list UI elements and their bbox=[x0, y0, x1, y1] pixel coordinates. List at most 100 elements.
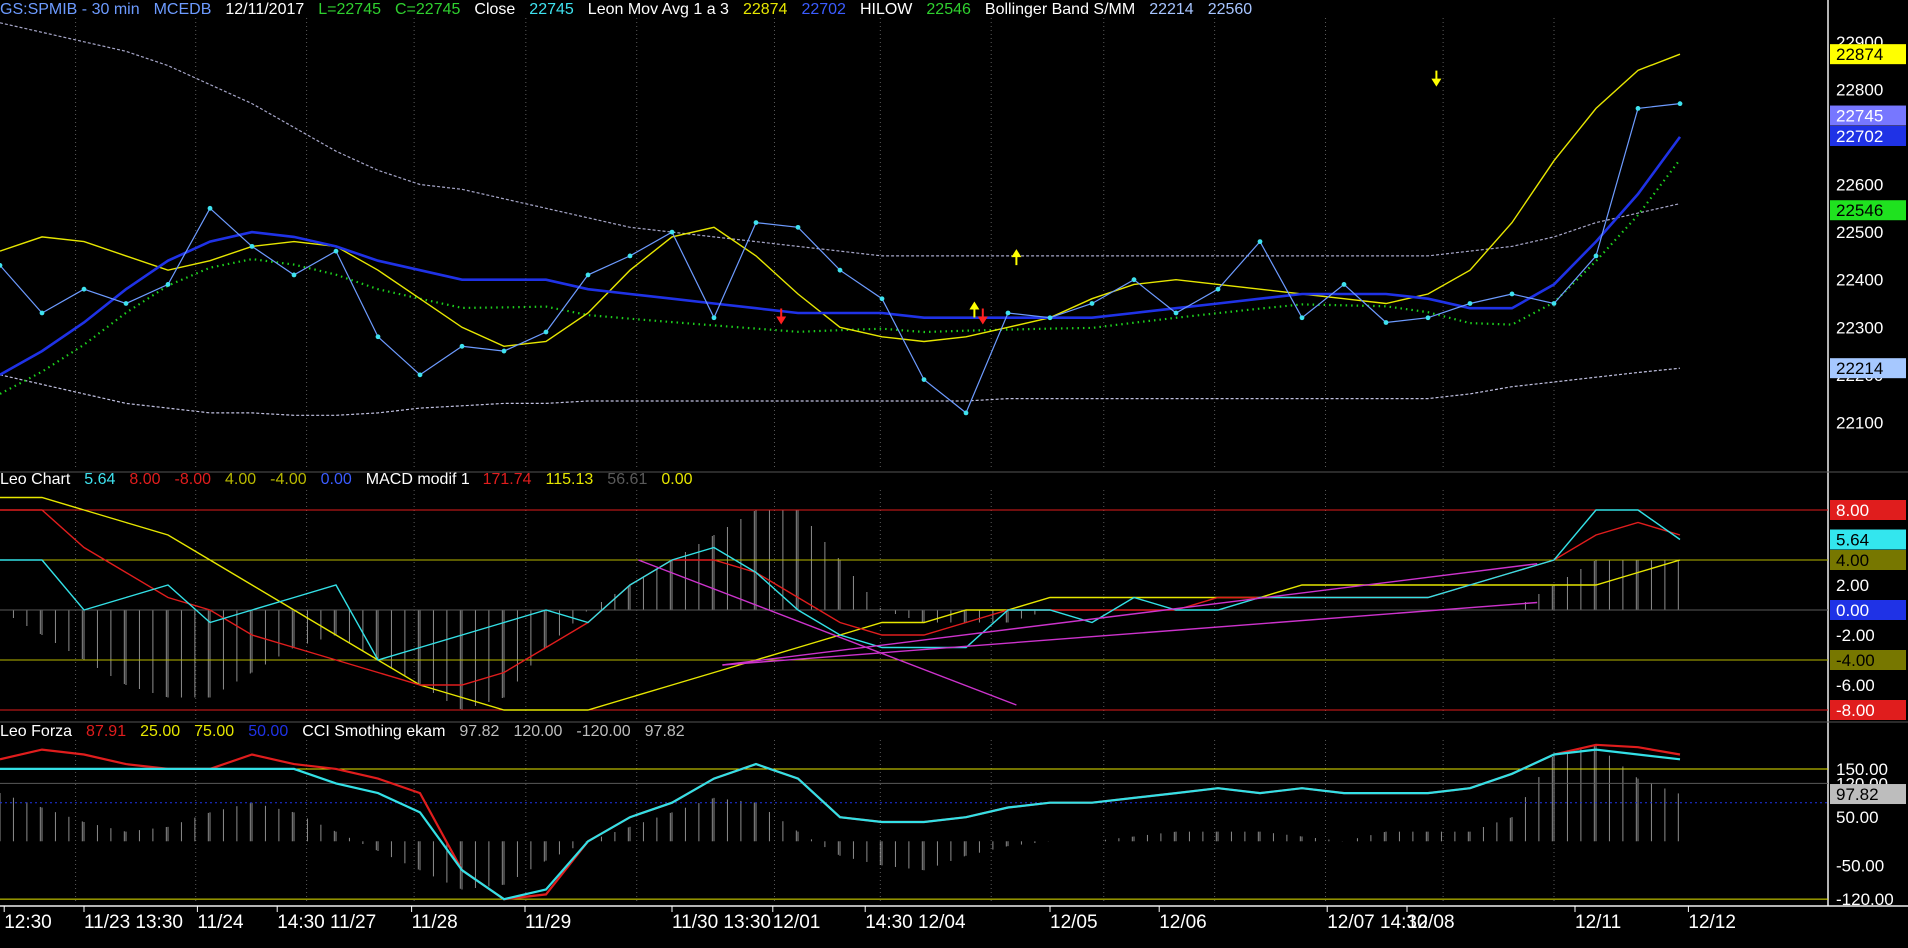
x-tick-label: 11/30 13:30 bbox=[672, 912, 771, 933]
close-price-point bbox=[963, 410, 969, 416]
close-price-point bbox=[1299, 315, 1305, 321]
header-item: Leon Mov Avg 1 a 3 bbox=[588, 1, 729, 18]
header-item: 97.82 bbox=[645, 723, 685, 740]
price-tag bbox=[1830, 125, 1906, 146]
macd-panel[interactable]: Leo Chart 5.64 8.00 -8.00 4.00 -4.00 0.00 MACD … bbox=[0, 471, 1828, 711]
close-price-point bbox=[39, 310, 45, 316]
signal-arrow-head bbox=[969, 301, 980, 310]
close-price-point bbox=[1425, 315, 1431, 321]
close-price-point bbox=[81, 286, 87, 292]
x-tick-label: 12/05 bbox=[1050, 912, 1098, 933]
header-item: 50.00 bbox=[248, 723, 288, 740]
close-price-point bbox=[249, 243, 255, 249]
header-item: 22745 bbox=[529, 1, 574, 18]
x-tick-label: 12/08 bbox=[1407, 912, 1455, 933]
x-tick-label: 14:30 12/04 bbox=[865, 912, 966, 933]
header-item: 22560 bbox=[1208, 1, 1253, 18]
close-price-point bbox=[1677, 101, 1683, 107]
signal-arrow-head bbox=[1011, 249, 1022, 258]
header-item: 0.00 bbox=[661, 471, 692, 488]
cci-panel-header: Leo Forza 87.91 25.00 75.00 50.00 CCI Smothin… bbox=[0, 723, 685, 740]
close-price-point bbox=[291, 272, 297, 278]
price-tag-label: -8.00 bbox=[1836, 701, 1875, 720]
signal-arrow-head bbox=[1431, 78, 1442, 87]
close-price-point bbox=[1551, 301, 1557, 306]
y-tick-label: 22100 bbox=[1836, 413, 1883, 432]
price-tag bbox=[1830, 105, 1906, 126]
x-tick-label: 11/28 bbox=[412, 912, 458, 933]
x-axis[interactable]: 12:30 11/23 13:30 11/24 14:30 11/27 11/28 11/… bbox=[3, 906, 1736, 933]
close-price-point bbox=[165, 282, 171, 287]
close-price-point bbox=[669, 229, 675, 235]
price-tag bbox=[1830, 700, 1906, 720]
x-tick-label: 11/23 13:30 bbox=[84, 912, 183, 933]
close-price-point bbox=[1089, 301, 1095, 306]
price-tag-label: -4.00 bbox=[1836, 651, 1875, 670]
header-item: Bollinger Band S/MM bbox=[985, 1, 1135, 18]
header-item: HILOW bbox=[860, 1, 913, 18]
close-price-point bbox=[837, 267, 843, 273]
trendline bbox=[722, 601, 1538, 666]
price-tag-label: 0.00 bbox=[1836, 601, 1869, 620]
close-price-point bbox=[921, 377, 927, 382]
hilow-support-dots bbox=[0, 158, 1681, 395]
close-price-point bbox=[1593, 253, 1599, 259]
y-tick-label: 22600 bbox=[1836, 176, 1883, 195]
close-price-point bbox=[417, 372, 423, 378]
close-price-point bbox=[1257, 239, 1263, 245]
macd-series bbox=[0, 496, 1828, 711]
header-item: 56.61 bbox=[607, 471, 647, 488]
y-tick-label: -6.00 bbox=[1836, 676, 1875, 695]
blue-moving-average bbox=[0, 136, 1682, 376]
price-tag bbox=[1830, 200, 1906, 221]
cci-series bbox=[0, 743, 1828, 901]
header-item: 22214 bbox=[1149, 1, 1194, 18]
close-price-point bbox=[627, 253, 633, 259]
yellow-moving-average bbox=[0, 53, 1681, 348]
close-price-line bbox=[0, 103, 1681, 414]
close-price-point bbox=[501, 348, 507, 354]
header-item: MCEDB bbox=[154, 1, 212, 18]
x-tick-label: 12/01 bbox=[773, 912, 821, 933]
close-price-point bbox=[123, 301, 129, 306]
price-tag-label: 8.00 bbox=[1836, 501, 1869, 520]
header-item: 4.00 bbox=[225, 471, 256, 488]
signal-arrow-head bbox=[776, 316, 787, 325]
x-tick-label: 12/06 bbox=[1159, 912, 1207, 933]
close-price-point bbox=[795, 224, 801, 230]
close-price-point bbox=[0, 263, 3, 268]
close-price-point bbox=[1467, 301, 1473, 306]
price-panel[interactable]: GS:SPMIB - 30 min MCEDB 12/11/2017 L=22745 C… bbox=[0, 1, 1683, 416]
close-price-point bbox=[543, 329, 549, 335]
header-item: 75.00 bbox=[194, 723, 234, 740]
close-price-point bbox=[1383, 320, 1389, 325]
header-item: -8.00 bbox=[175, 471, 212, 488]
header-item: Close bbox=[474, 1, 515, 18]
header-item: MACD modif 1 bbox=[366, 471, 470, 488]
header-item: Leo Chart bbox=[0, 471, 71, 488]
price-tag-label: 4.00 bbox=[1836, 551, 1869, 570]
price-panel-header: GS:SPMIB - 30 min MCEDB 12/11/2017 L=22745 C… bbox=[0, 1, 1252, 18]
header-item: 171.74 bbox=[483, 471, 532, 488]
y-tick-label: -120.00 bbox=[1836, 890, 1894, 909]
panel-grid bbox=[0, 0, 1908, 907]
header-item: L=22745 bbox=[318, 1, 381, 18]
cci-panel[interactable]: Leo Forza 87.91 25.00 75.00 50.00 CCI Smothin… bbox=[0, 723, 1828, 901]
close-price-point bbox=[585, 272, 591, 278]
close-price-point bbox=[207, 205, 213, 211]
header-item: -4.00 bbox=[270, 471, 307, 488]
close-price-point bbox=[1635, 106, 1641, 111]
close-price-point bbox=[1509, 291, 1515, 297]
header-item: 97.82 bbox=[459, 723, 499, 740]
price-tag bbox=[1830, 529, 1906, 550]
y-axis-labels: 2210022200223002240022500226002280022900… bbox=[1836, 33, 1894, 909]
y-tick-label: -2.00 bbox=[1836, 626, 1875, 645]
price-series bbox=[0, 22, 1683, 416]
header-item: -120.00 bbox=[576, 723, 630, 740]
close-price-point bbox=[711, 315, 717, 321]
close-price-point bbox=[1005, 310, 1011, 316]
close-price-point bbox=[1047, 315, 1053, 321]
header-item: 0.00 bbox=[321, 471, 352, 488]
price-tag-label: 22214 bbox=[1836, 359, 1883, 378]
